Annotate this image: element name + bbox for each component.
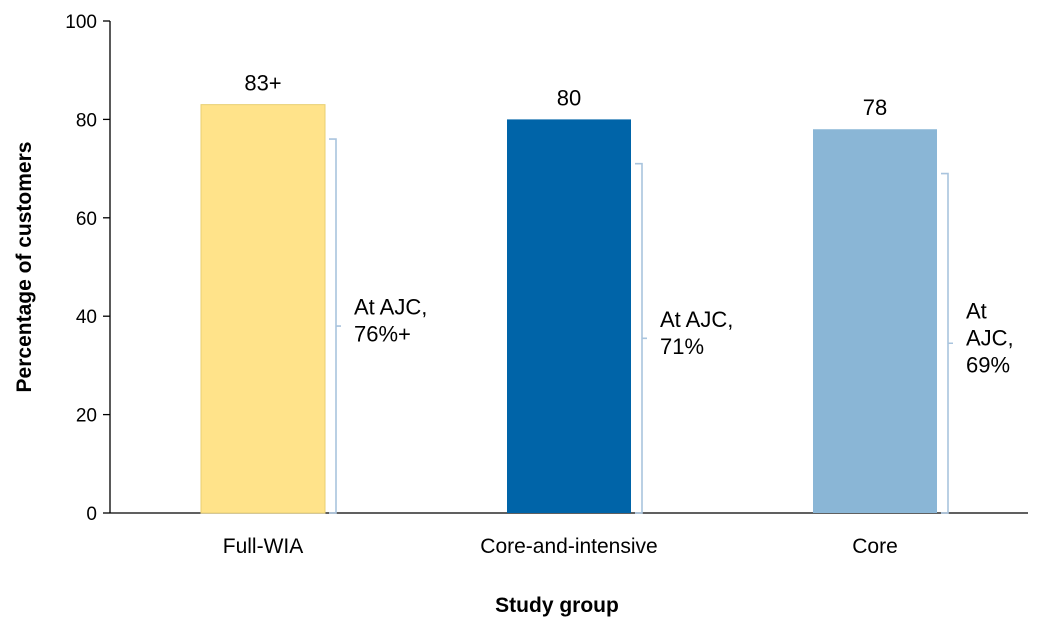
y-tick-label: 20 <box>76 406 97 427</box>
x-axis-title: Study group <box>495 594 619 617</box>
bar <box>201 105 325 513</box>
category-label: Core-and-intensive <box>480 535 657 558</box>
subset-bracket <box>941 174 953 513</box>
data-label: 83+ <box>244 71 281 96</box>
data-label: 78 <box>863 95 887 120</box>
subset-bracket <box>329 139 341 513</box>
annotation-line: 69% <box>966 352 1010 377</box>
annotation-line: At AJC, <box>660 307 733 332</box>
category-label: Full-WIA <box>223 535 304 558</box>
bar <box>507 119 631 513</box>
y-axis-title: Percentage of customers <box>13 142 36 393</box>
y-tick-label: 100 <box>65 12 97 33</box>
annotation-line: 76%+ <box>354 322 411 347</box>
y-tick-label: 60 <box>76 209 97 230</box>
subset-bracket <box>635 164 647 513</box>
y-tick-label: 80 <box>76 110 97 131</box>
subset-annotation: At AJC, 76%+ <box>354 295 427 347</box>
y-tick-label: 0 <box>86 504 97 525</box>
y-tick-label: 40 <box>76 307 97 328</box>
annotation-line: AJC, <box>966 325 1014 350</box>
annotation-line: At <box>966 298 987 323</box>
data-label: 80 <box>557 85 581 110</box>
subset-annotation: At AJC, 69% <box>966 298 1014 377</box>
annotation-line: At AJC, <box>354 295 427 320</box>
annotation-line: 71% <box>660 334 704 359</box>
category-label: Core <box>852 535 898 558</box>
bar <box>813 129 937 513</box>
subset-annotation: At AJC, 71% <box>660 307 733 359</box>
